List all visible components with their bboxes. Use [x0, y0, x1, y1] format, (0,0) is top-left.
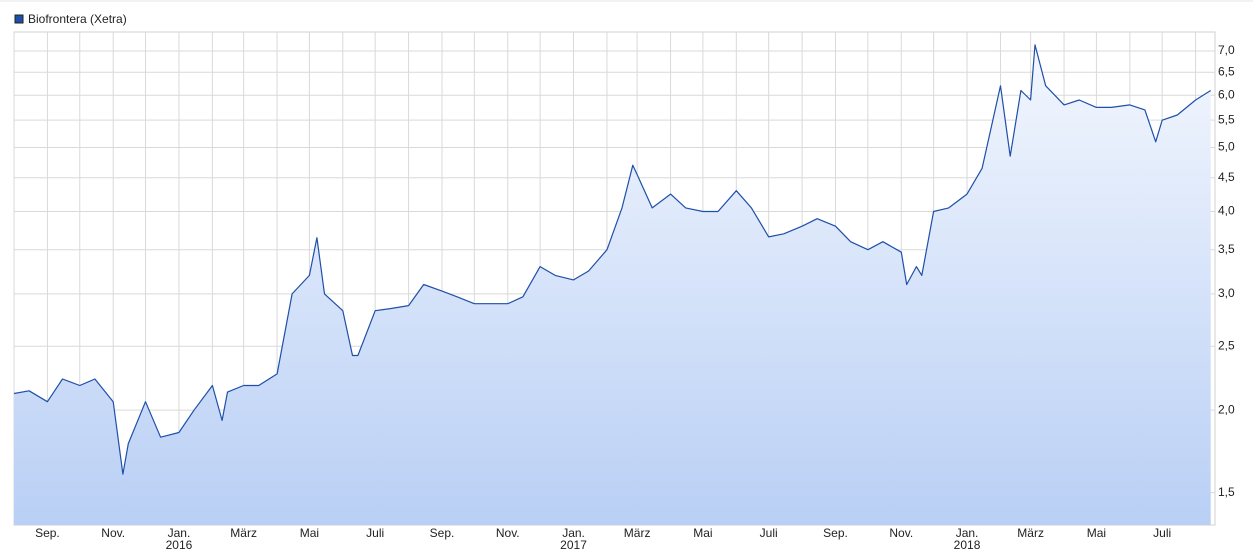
x-tick-label: Mai [693, 526, 712, 540]
x-tick-label: März [230, 526, 257, 540]
x-tick-label: Nov. [101, 526, 125, 540]
x-tick-label: Mai [1087, 526, 1106, 540]
x-year-label: 2018 [954, 538, 981, 551]
y-tick-label: 1,5 [1218, 485, 1235, 499]
x-tick-label: Sep. [35, 526, 60, 540]
y-tick-label: 5,5 [1218, 112, 1235, 126]
legend-swatch [14, 14, 24, 24]
x-tick-label: Nov. [889, 526, 913, 540]
legend-label: Biofrontera (Xetra) [28, 12, 127, 26]
y-tick-label: 6,0 [1218, 87, 1235, 101]
y-tick-label: 4,0 [1218, 204, 1235, 218]
x-tick-label: Nov. [496, 526, 520, 540]
x-tick-label: Jan. [956, 526, 979, 540]
x-tick-label: Jan. [168, 526, 191, 540]
x-tick-label: März [1017, 526, 1044, 540]
x-tick-label: Juli [1153, 526, 1171, 540]
y-tick-label: 2,5 [1218, 338, 1235, 352]
x-tick-label: Jan. [562, 526, 585, 540]
y-tick-label: 3,5 [1218, 242, 1235, 256]
x-tick-label: Mai [300, 526, 319, 540]
price-line [13, 44, 1212, 475]
x-tick-label: März [624, 526, 651, 540]
x-tick-label: Juli [760, 526, 778, 540]
y-tick-label: 6,5 [1218, 64, 1235, 78]
y-tick-label: 4,5 [1218, 170, 1235, 184]
y-tick-label: 2,0 [1218, 402, 1235, 416]
area-fill [14, 44, 1211, 526]
x-year-label: 2017 [560, 538, 587, 551]
x-tick-label: Sep. [823, 526, 848, 540]
legend: Biofrontera (Xetra) [14, 12, 127, 26]
y-tick-label: 7,0 [1218, 43, 1235, 57]
y-tick-label: 5,0 [1218, 140, 1235, 154]
y-tick-label: 3,0 [1218, 286, 1235, 300]
x-tick-label: Juli [366, 526, 384, 540]
x-year-label: 2016 [166, 538, 193, 551]
x-tick-label: Sep. [430, 526, 455, 540]
